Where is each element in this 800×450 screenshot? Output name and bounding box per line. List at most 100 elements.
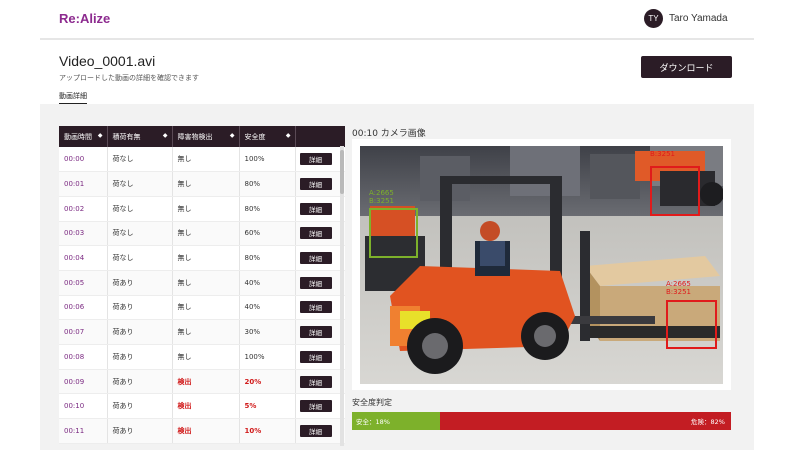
table-row[interactable]: 00:02 荷なし 無し 80% 詳細 [59, 196, 345, 222]
user-name[interactable]: Taro Yamada [669, 13, 728, 24]
detail-button[interactable]: 詳細 [299, 400, 332, 413]
table-header-row: 動画時間 ◆ 積荷有無 ◆ 障害物検出 ◆ 安全度 ◆ [59, 126, 345, 147]
detail-button[interactable]: 詳細 [299, 375, 332, 388]
detection-label: A:2665 B:3251 [369, 189, 394, 205]
detail-button[interactable]: 詳細 [299, 153, 332, 166]
cell-obstacle: 検出 [172, 393, 240, 420]
camera-image: A:2665 B:3251 B:3251 A:2665 B:3251 [360, 146, 723, 384]
sort-icon[interactable]: ◆ [285, 132, 291, 139]
forklift-photo [360, 146, 723, 384]
column-header-safety[interactable]: 安全度 ◆ [239, 126, 296, 147]
cell-time[interactable]: 00:09 [59, 369, 108, 395]
table-row[interactable]: 00:11 荷あり 検出 10% 詳細 [59, 418, 345, 444]
detail-button[interactable]: 詳細 [299, 350, 332, 363]
cell-time[interactable]: 00:08 [59, 344, 108, 370]
safety-title: 安全度判定 [352, 398, 392, 407]
cell-obstacle: 無し [172, 270, 240, 296]
cell-actions: 詳細 [295, 147, 345, 173]
cell-time[interactable]: 00:01 [59, 171, 108, 197]
cell-time[interactable]: 00:06 [59, 295, 108, 321]
table-row[interactable]: 00:06 荷あり 無し 40% 詳細 [59, 295, 345, 321]
cell-cargo: 荷あり [107, 270, 173, 296]
cell-obstacle: 無し [172, 171, 240, 197]
detail-button[interactable]: 詳細 [299, 178, 332, 191]
detection-box-green [369, 208, 418, 258]
detail-button[interactable]: 詳細 [299, 252, 332, 265]
detail-button[interactable]: 詳細 [299, 227, 332, 240]
cell-actions: 詳細 [295, 171, 345, 197]
safety-safe-segment: 安全：18% [352, 412, 440, 430]
table-row[interactable]: 00:00 荷なし 無し 100% 詳細 [59, 147, 345, 173]
cell-time[interactable]: 00:04 [59, 245, 108, 271]
sort-icon[interactable]: ◆ [97, 132, 103, 139]
sort-icon[interactable]: ◆ [229, 132, 235, 139]
tab-video-detail[interactable]: 動画詳細 [59, 91, 87, 105]
table-row[interactable]: 00:04 荷なし 無し 80% 詳細 [59, 245, 345, 271]
cell-obstacle: 無し [172, 344, 240, 370]
header-divider [40, 38, 754, 40]
detection-label-line: B:3251 [650, 150, 675, 158]
safety-danger-segment: 危険：82% [439, 412, 731, 430]
cell-cargo: 荷あり [107, 295, 173, 321]
cell-safety: 60% [239, 221, 296, 247]
detection-label: B:3251 [650, 150, 675, 158]
cell-safety: 100% [239, 344, 296, 370]
cell-time[interactable]: 00:02 [59, 196, 108, 222]
table-row[interactable]: 00:05 荷あり 無し 40% 詳細 [59, 270, 345, 296]
detail-button[interactable]: 詳細 [299, 326, 332, 339]
cell-time[interactable]: 00:07 [59, 319, 108, 345]
cell-actions: 詳細 [295, 295, 345, 321]
column-label: 積荷有無 [112, 132, 141, 141]
table-row[interactable]: 00:01 荷なし 無し 80% 詳細 [59, 171, 345, 197]
detection-label-line: B:3251 [369, 197, 394, 205]
brand-logo[interactable]: Re:Alize [59, 11, 111, 26]
table-row[interactable]: 00:07 荷あり 無し 30% 詳細 [59, 319, 345, 345]
detail-button[interactable]: 詳細 [299, 301, 332, 314]
detection-label-line: A:2665 [369, 189, 394, 197]
table-row[interactable]: 00:09 荷あり 検出 20% 詳細 [59, 369, 345, 395]
page-subtitle: アップロードした動画の詳細を確認できます [59, 74, 199, 82]
detail-button[interactable]: 詳細 [299, 202, 332, 215]
cell-time[interactable]: 00:00 [59, 147, 108, 173]
detail-button[interactable]: 詳細 [299, 276, 332, 289]
cell-time[interactable]: 00:05 [59, 270, 108, 296]
cell-obstacle: 無し [172, 196, 240, 222]
cell-time[interactable]: 00:10 [59, 393, 108, 420]
cell-actions: 詳細 [295, 393, 345, 420]
detail-button[interactable]: 詳細 [299, 424, 332, 437]
cell-actions: 詳細 [295, 196, 345, 222]
column-header-time[interactable]: 動画時間 ◆ [59, 126, 108, 147]
table-row[interactable]: 00:10 荷あり 検出 5% 詳細 [59, 393, 345, 420]
user-menu[interactable]: TY Taro Yamada [644, 9, 728, 28]
column-header-cargo[interactable]: 積荷有無 ◆ [107, 126, 173, 147]
scrollbar-thumb[interactable] [340, 150, 344, 194]
cell-cargo: 荷なし [107, 147, 173, 173]
cell-safety: 80% [239, 171, 296, 197]
cell-cargo: 荷あり [107, 319, 173, 345]
cell-obstacle: 無し [172, 295, 240, 321]
column-header-obstacle[interactable]: 障害物検出 ◆ [172, 126, 240, 147]
download-button[interactable]: ダウンロード [641, 56, 732, 78]
cell-safety: 5% [239, 393, 296, 420]
cell-safety: 40% [239, 295, 296, 321]
table-row[interactable]: 00:08 荷あり 無し 100% 詳細 [59, 344, 345, 370]
cell-actions: 詳細 [295, 319, 345, 345]
cell-safety: 80% [239, 196, 296, 222]
table-row[interactable]: 00:03 荷なし 無し 60% 詳細 [59, 221, 345, 247]
cell-safety: 40% [239, 270, 296, 296]
column-label: 安全度 [244, 132, 266, 141]
avatar[interactable]: TY [644, 9, 663, 28]
cell-obstacle: 検出 [172, 369, 240, 395]
cell-cargo: 荷なし [107, 171, 173, 197]
cell-cargo: 荷なし [107, 196, 173, 222]
cell-time[interactable]: 00:03 [59, 221, 108, 247]
cell-safety: 10% [239, 418, 296, 444]
cell-cargo: 荷なし [107, 221, 173, 247]
cell-cargo: 荷あり [107, 344, 173, 370]
page-title: Video_0001.avi [59, 53, 156, 69]
cell-safety: 20% [239, 369, 296, 395]
cell-safety: 80% [239, 245, 296, 271]
cell-time[interactable]: 00:11 [59, 418, 108, 444]
sort-icon[interactable]: ◆ [162, 132, 168, 139]
table-scrollbar[interactable] [340, 146, 344, 446]
